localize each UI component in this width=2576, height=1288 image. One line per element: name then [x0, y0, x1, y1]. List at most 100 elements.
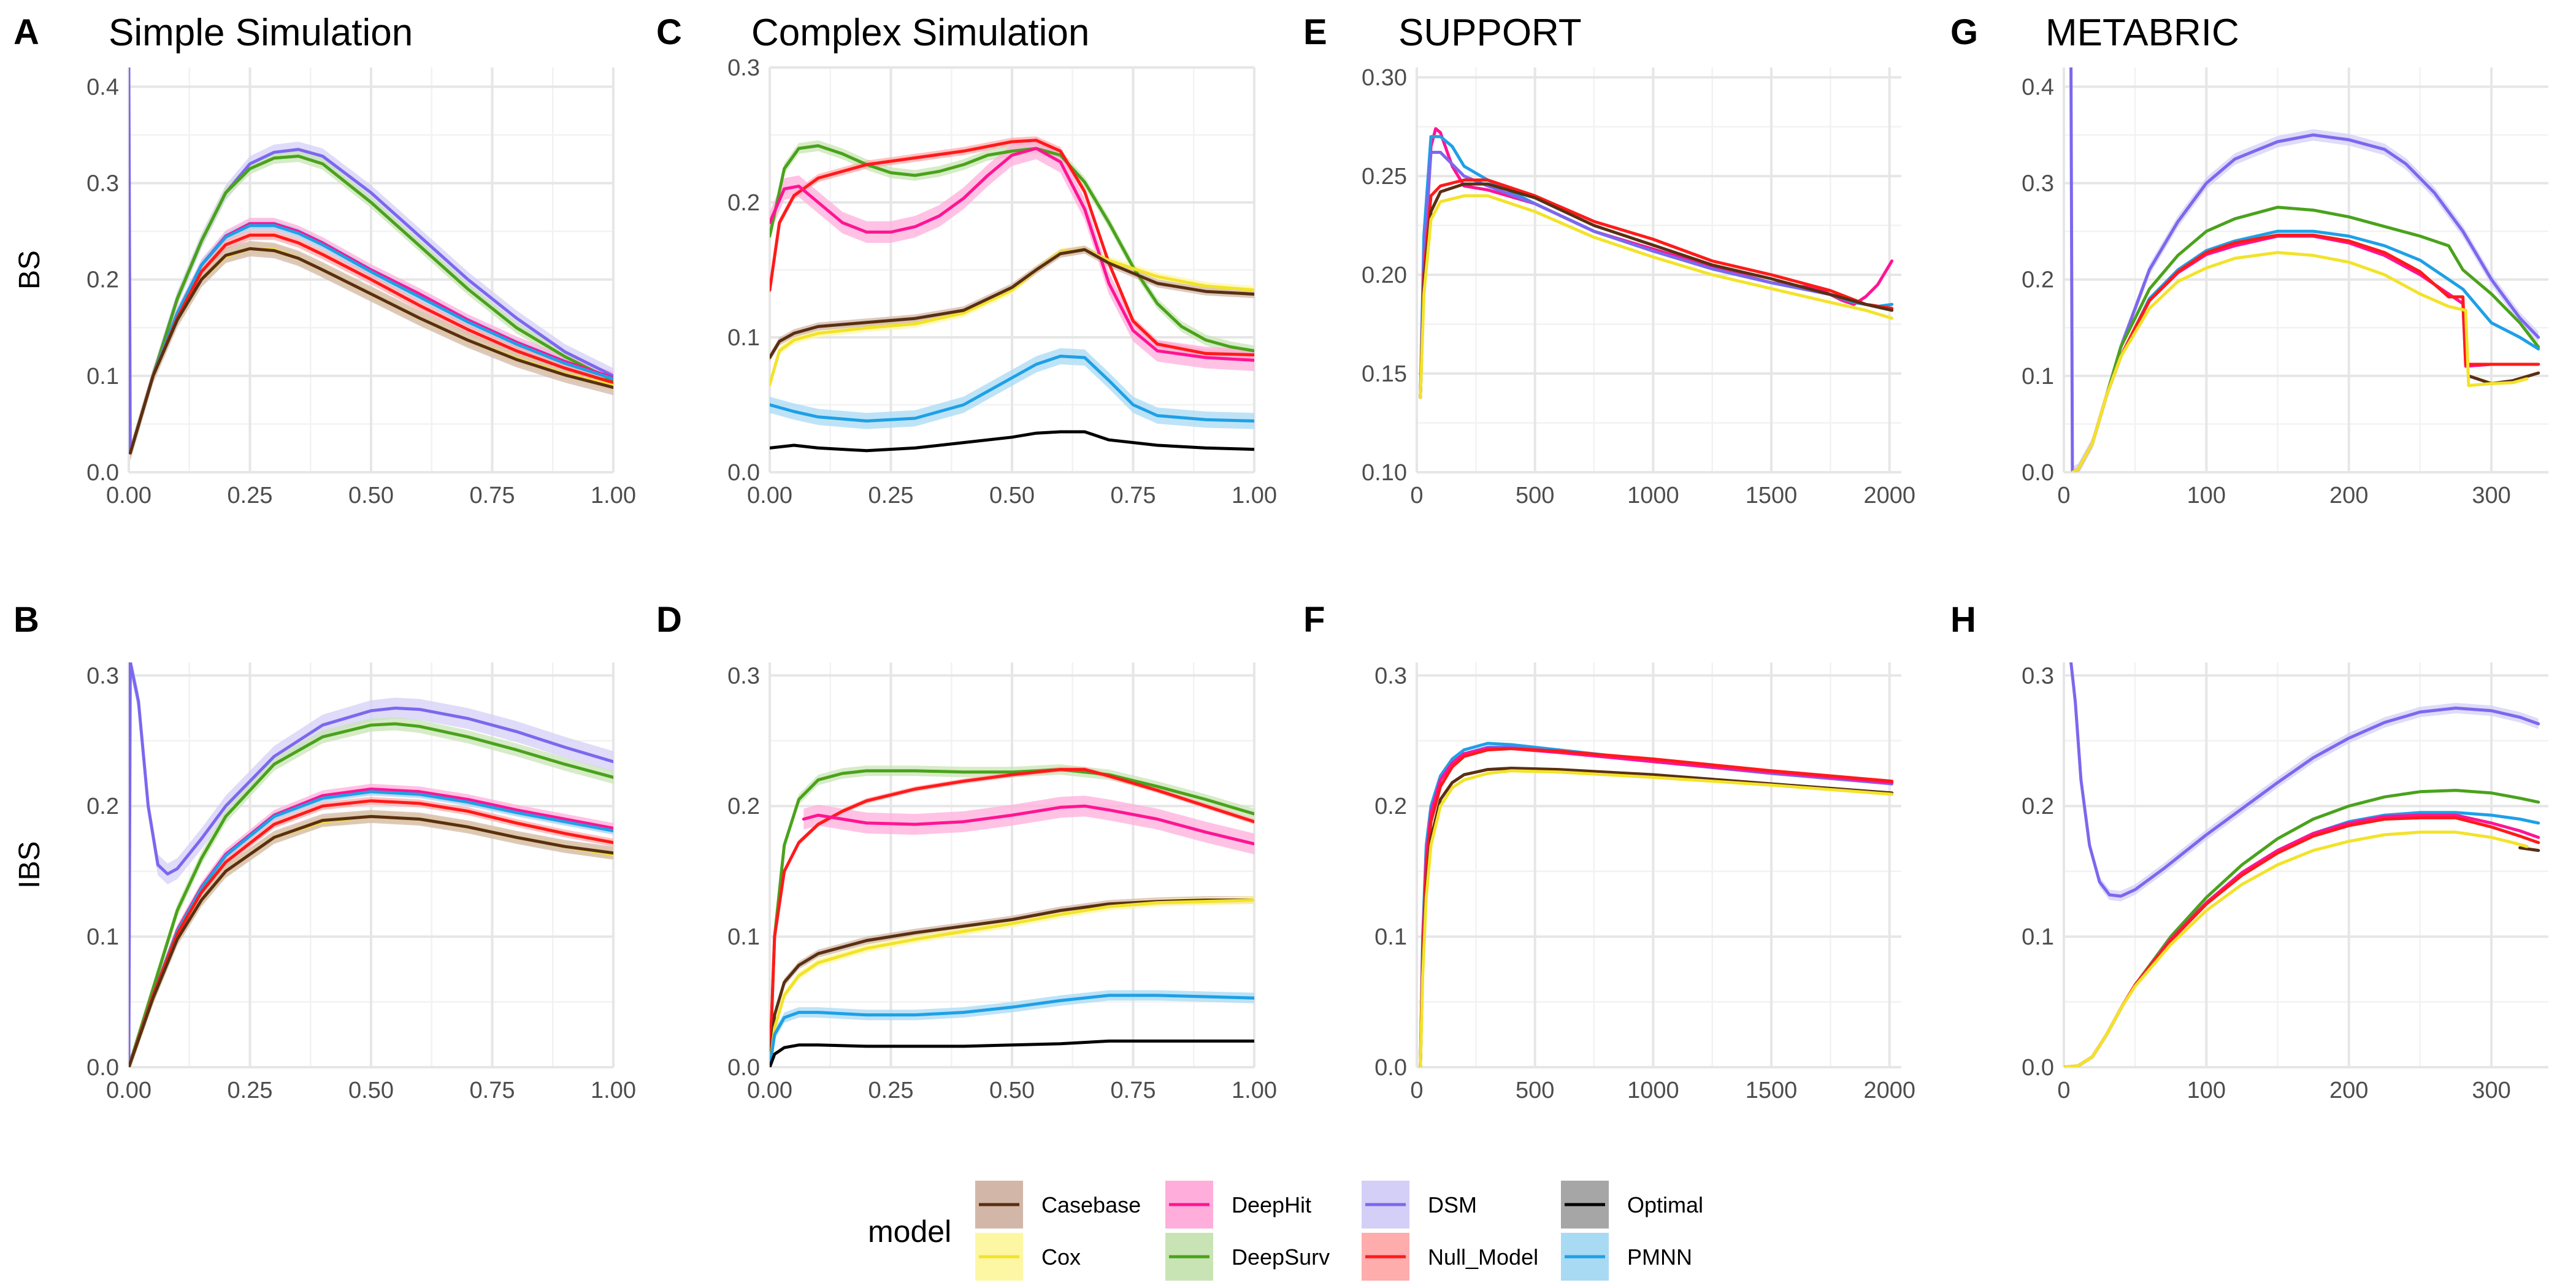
series-line-deepsurv — [770, 768, 1254, 1067]
x-tick-label: 0.50 — [348, 1078, 394, 1103]
y-tick-label: 0.2 — [1374, 794, 1407, 819]
y-tick-label: 0.20 — [1362, 263, 1407, 288]
band-pmnn — [770, 348, 1254, 429]
plot-area — [1419, 127, 1894, 399]
y-tick-label: 0.3 — [727, 55, 760, 81]
plot-area — [1419, 742, 1894, 1067]
series-line-deepsurv — [2071, 205, 2540, 472]
y-tick-label: 0.1 — [2022, 924, 2054, 950]
series-line-dsm — [2069, 67, 2540, 472]
y-tick-label: 0.2 — [727, 794, 760, 819]
x-tick-label: 100 — [2187, 483, 2226, 508]
series-line-null_model — [1419, 178, 1894, 399]
series-line-cox — [1419, 769, 1894, 1067]
y-tick-label: 0.0 — [727, 1055, 760, 1081]
x-tick-label: 0.00 — [747, 1078, 792, 1103]
legend-label: DeepSurv — [1232, 1244, 1330, 1270]
x-tick-label: 1500 — [1746, 483, 1798, 508]
x-tick-label: 2000 — [1863, 483, 1915, 508]
x-tick-label: 1.00 — [1232, 483, 1277, 508]
legend: model Casebase Cox DeepHit DeepSurv DSM Null_… — [868, 1181, 1703, 1281]
series-line-cox — [2064, 830, 2529, 1067]
series-line-pmnn — [129, 224, 613, 455]
y-tick-label: 0.4 — [86, 74, 119, 100]
x-tick-label: 0.50 — [989, 483, 1035, 508]
x-tick-label: 500 — [1516, 483, 1554, 508]
x-tick-label: 1000 — [1627, 1078, 1679, 1103]
panel-F: F 0.0 0.1 0.2 0.3 0 500 1000 1500 2000 — [1303, 600, 1915, 1103]
series-line-casebase — [129, 815, 613, 1067]
x-tick-label: 1.00 — [591, 483, 636, 508]
panel-title: SUPPORT — [1398, 12, 1582, 54]
series-line-null_model — [770, 139, 1254, 357]
gridlines — [1416, 662, 1901, 1068]
y-tick-label: 0.0 — [86, 460, 119, 486]
x-tick-label: 0.25 — [868, 483, 914, 508]
x-tick-label: 200 — [2329, 1078, 2368, 1103]
legend-item-deepsurv: DeepSurv — [1165, 1233, 1330, 1281]
series-line-cox — [770, 899, 1254, 1067]
gridlines — [2063, 67, 2548, 473]
panel-letter: B — [13, 600, 39, 640]
x-tick-label: 0 — [2057, 483, 2070, 508]
series-line-casebase — [2518, 846, 2540, 853]
plot-area — [2064, 662, 2540, 1067]
legend-label: Optimal — [1627, 1192, 1703, 1217]
x-tick-label: 2000 — [1863, 1078, 1915, 1103]
x-tick-label: 1.00 — [1232, 1078, 1277, 1103]
legend-item-casebase: Casebase — [975, 1181, 1141, 1229]
series-line-null_model — [770, 768, 1254, 1067]
plot-area — [770, 136, 1254, 453]
band-deephit — [130, 218, 613, 459]
series-line-pmnn — [770, 994, 1254, 1067]
panel-title: Simple Simulation — [109, 12, 413, 54]
y-tick-label: 0.2 — [727, 190, 760, 216]
y-tick-label: 0.3 — [1374, 663, 1407, 689]
x-tick-label: 0.75 — [470, 483, 515, 508]
x-tick-label: 500 — [1516, 1078, 1554, 1103]
panel-letter: F — [1303, 600, 1325, 640]
y-tick-label: 0.1 — [86, 364, 119, 389]
legend-label: Null_Model — [1428, 1244, 1538, 1270]
x-tick-label: 0 — [1410, 1078, 1423, 1103]
plot-area — [129, 67, 613, 461]
y-axis-label: IBS — [13, 841, 46, 888]
y-tick-label: 0.30 — [1362, 65, 1407, 91]
x-tick-label: 0.00 — [106, 1078, 151, 1103]
y-tick-label: 0.10 — [1362, 460, 1407, 486]
band-deephit — [770, 137, 1254, 371]
x-tick-label: 300 — [2472, 483, 2510, 508]
panel-letter: D — [656, 600, 682, 640]
series-line-casebase — [1419, 767, 1894, 1067]
plot-area — [770, 764, 1254, 1067]
gridlines — [769, 662, 1255, 1068]
legend-label: Cox — [1041, 1244, 1081, 1270]
y-tick-label: 0.2 — [86, 267, 119, 293]
series-line-null_model — [1419, 747, 1894, 1067]
y-tick-label: 0.2 — [86, 794, 119, 819]
band-dsm — [2071, 67, 2539, 472]
series-line-cox — [2071, 251, 2529, 472]
series-line-deepsurv — [129, 722, 613, 1067]
y-tick-label: 0.1 — [86, 924, 119, 950]
panel-C: C Complex Simulation 0.0 0.1 0.2 0.3 0.00 0.25 0… — [656, 12, 1277, 508]
series-line-optimal — [770, 1039, 1254, 1067]
panel-letter: H — [1950, 600, 1976, 640]
y-tick-label: 0.2 — [2022, 794, 2054, 819]
legend-item-cox: Cox — [975, 1233, 1081, 1281]
plot-area — [2069, 67, 2540, 472]
x-tick-label: 0.25 — [868, 1078, 914, 1103]
gridlines — [2063, 662, 2548, 1068]
x-tick-label: 0.00 — [106, 483, 151, 508]
y-tick-label: 0.2 — [2022, 267, 2054, 293]
x-tick-label: 0.75 — [470, 1078, 515, 1103]
y-tick-label: 0.3 — [2022, 663, 2054, 689]
legend-item-deephit: DeepHit — [1165, 1181, 1311, 1229]
y-tick-label: 0.1 — [2022, 364, 2054, 389]
y-tick-label: 0.0 — [86, 1055, 119, 1081]
series-line-optimal — [770, 430, 1254, 453]
x-tick-label: 1500 — [1746, 1078, 1798, 1103]
y-tick-label: 0.0 — [2022, 460, 2054, 486]
legend-label: Casebase — [1041, 1192, 1141, 1217]
y-tick-label: 0.0 — [2022, 1055, 2054, 1081]
